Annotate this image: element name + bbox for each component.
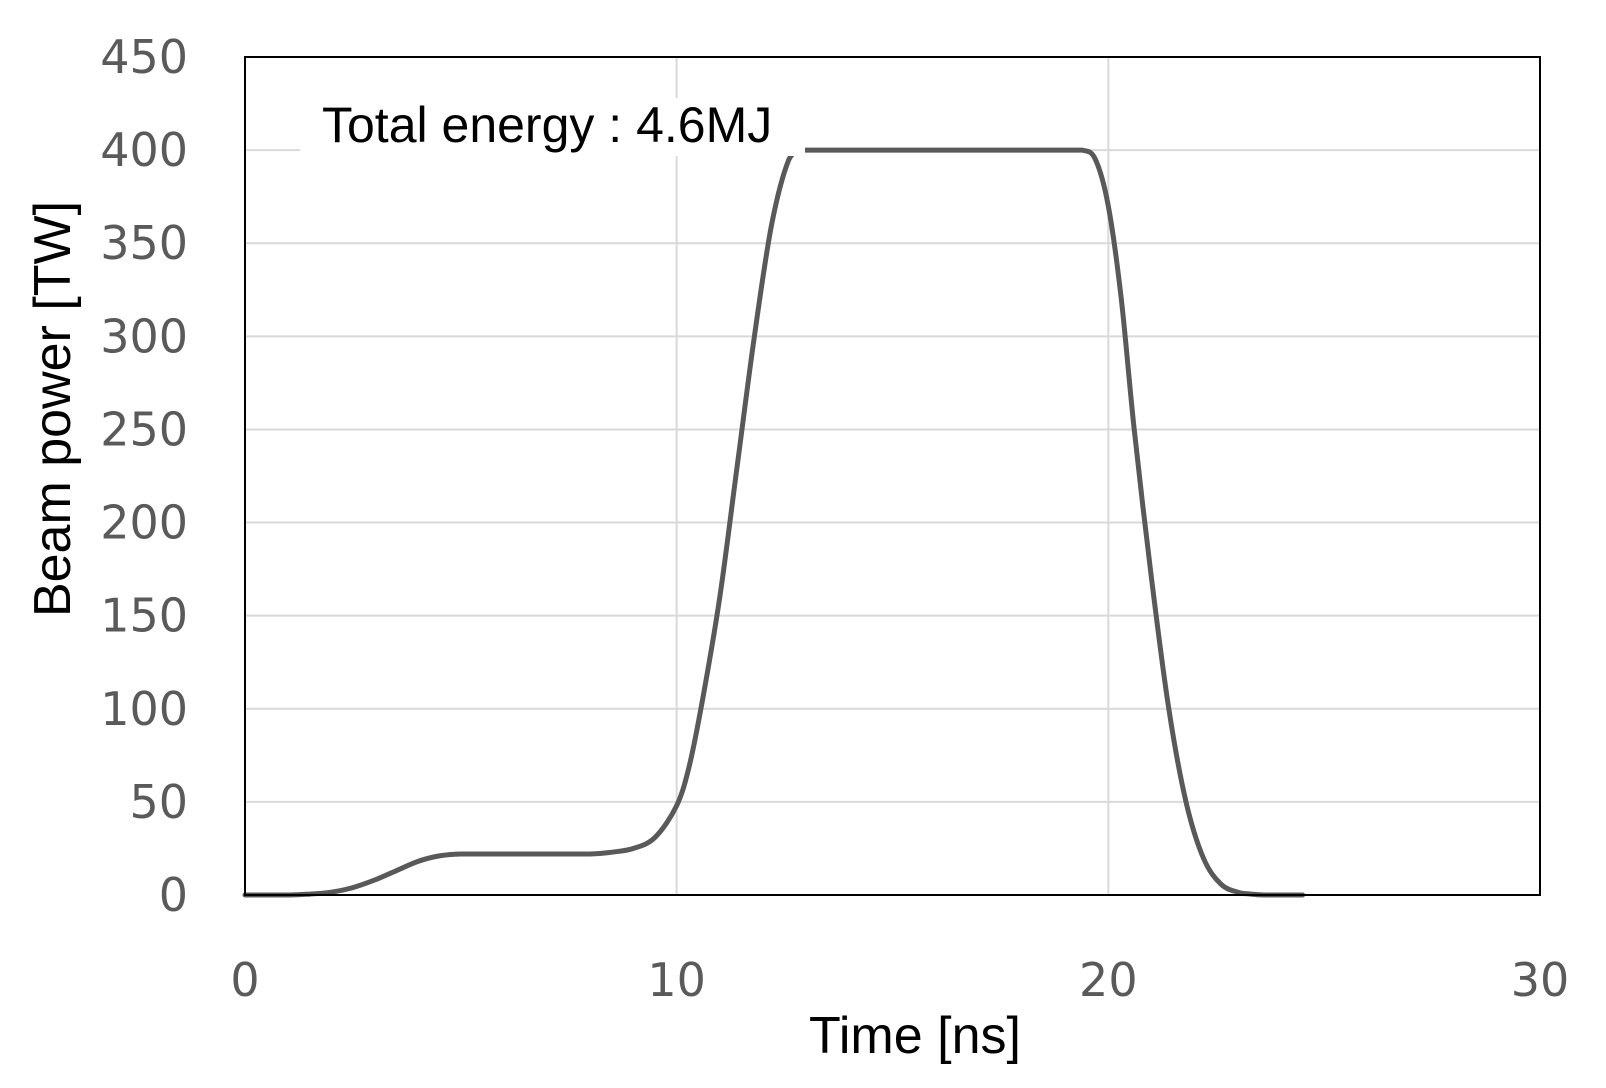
total-energy-annotation: Total energy : 4.6MJ — [322, 97, 772, 153]
y-tick-label: 300 — [100, 309, 188, 363]
x-tick-label: 10 — [647, 953, 706, 1007]
y-axis-title: Beam power [TW] — [24, 201, 82, 617]
y-tick-label: 450 — [100, 30, 188, 84]
annotation-background — [300, 98, 805, 156]
x-tick-labels: 0 10 20 30 — [230, 953, 1569, 1007]
y-tick-labels: 0 50 100 150 200 250 300 350 400 450 — [100, 30, 188, 922]
x-tick-label: 30 — [1511, 953, 1570, 1007]
y-tick-label: 200 — [100, 496, 188, 550]
y-tick-label: 150 — [100, 589, 188, 643]
grid-lines — [245, 57, 1540, 895]
plot-area-frame — [244, 56, 1541, 896]
y-tick-label: 50 — [129, 775, 188, 829]
y-tick-label: 350 — [100, 216, 188, 270]
y-tick-label: 0 — [159, 868, 188, 922]
y-tick-label: 400 — [100, 123, 188, 177]
x-tick-label: 20 — [1079, 953, 1138, 1007]
y-tick-label: 250 — [100, 402, 188, 456]
beam-power-series-line — [242, 147, 1306, 898]
x-tick-label: 0 — [230, 953, 259, 1007]
x-axis-title: Time [ns] — [809, 1007, 1021, 1065]
y-tick-label: 100 — [100, 682, 188, 736]
